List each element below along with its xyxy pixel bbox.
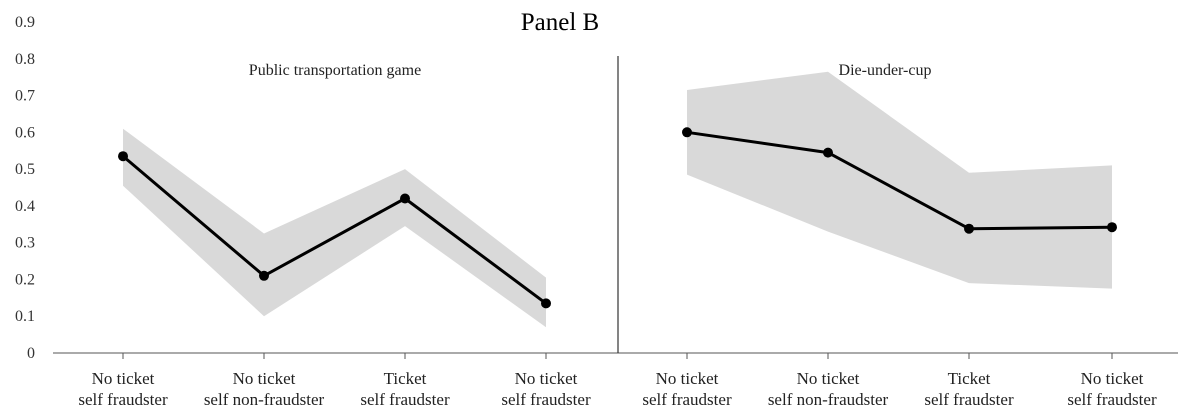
panel-label: Public transportation game [249,62,421,79]
y-tick-label: 0.4 [15,198,35,215]
y-tick-label: 0.3 [15,235,35,252]
category-label: No ticket [797,369,860,388]
data-point [541,298,551,309]
category-label: No ticket [656,369,719,388]
data-point [964,223,974,234]
data-point [259,270,269,281]
y-tick-label: 0.8 [15,51,35,68]
y-tick-label: 0 [27,345,35,362]
series-line [686,130,1113,231]
category-label: No ticket [1081,369,1144,388]
category-label: self fraudster [360,390,450,409]
category-label: Ticket [384,369,427,388]
category-label: self fraudster [501,390,591,409]
category-label: self fraudster [924,390,1014,409]
data-point [823,147,833,158]
category-label: No ticket [233,369,296,388]
chart-title: Panel B [521,9,599,36]
panel-label: Die-under-cup [839,62,932,79]
y-tick-label: 0.7 [15,88,35,105]
y-tick-label: 0.6 [15,124,35,141]
data-point [1107,222,1117,233]
category-label: self non-fraudster [204,390,325,409]
category-label: self fraudster [1067,390,1157,409]
data-point [682,127,692,138]
series-line [122,155,547,305]
y-tick-label: 0.5 [15,161,35,178]
y-tick-label: 0.1 [15,308,35,325]
y-tick-label: 0.9 [15,14,35,31]
confidence-band [687,71,1112,289]
category-label: Ticket [948,369,991,388]
category-label: self fraudster [78,390,168,409]
data-point [118,151,128,162]
confidence-band [123,128,546,328]
category-label: self fraudster [642,390,732,409]
category-label: No ticket [92,369,155,388]
category-label: self non-fraudster [768,390,889,409]
y-tick-label: 0.2 [15,271,35,288]
category-label: No ticket [515,369,578,388]
data-point [400,193,410,204]
